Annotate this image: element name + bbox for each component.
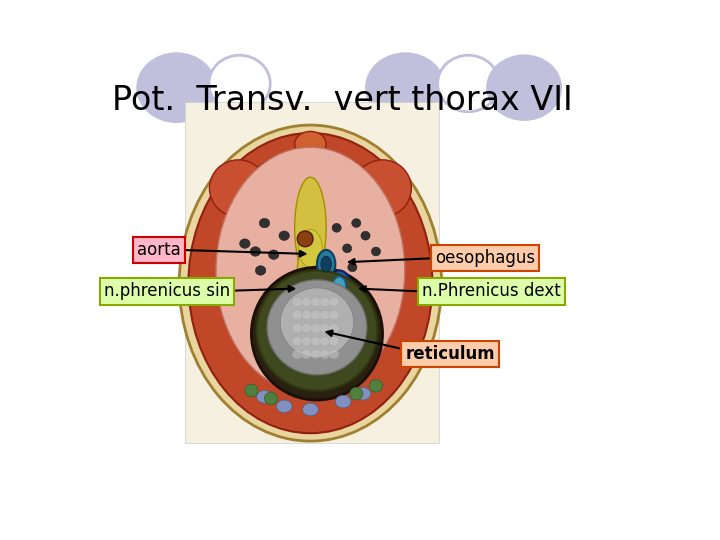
- Ellipse shape: [310, 323, 321, 333]
- Ellipse shape: [321, 256, 331, 272]
- Ellipse shape: [348, 263, 357, 272]
- Ellipse shape: [256, 266, 266, 275]
- Ellipse shape: [486, 55, 562, 121]
- Ellipse shape: [210, 160, 267, 217]
- Ellipse shape: [320, 336, 330, 346]
- Ellipse shape: [350, 387, 363, 400]
- Ellipse shape: [328, 271, 351, 302]
- Ellipse shape: [280, 288, 354, 357]
- Ellipse shape: [209, 55, 270, 112]
- Ellipse shape: [302, 403, 318, 416]
- Ellipse shape: [251, 152, 369, 209]
- Ellipse shape: [240, 239, 250, 248]
- Ellipse shape: [329, 310, 339, 320]
- Text: oesophagus: oesophagus: [435, 249, 535, 267]
- Ellipse shape: [276, 400, 292, 413]
- Ellipse shape: [361, 231, 370, 240]
- Ellipse shape: [250, 247, 261, 256]
- Ellipse shape: [351, 219, 361, 227]
- Text: Pot.  Transv.  vert thorax VII: Pot. Transv. vert thorax VII: [112, 84, 573, 117]
- Ellipse shape: [301, 336, 312, 346]
- Ellipse shape: [292, 349, 302, 359]
- Ellipse shape: [343, 244, 351, 253]
- Ellipse shape: [294, 177, 326, 278]
- Ellipse shape: [329, 298, 339, 307]
- Ellipse shape: [301, 310, 312, 320]
- Ellipse shape: [259, 218, 270, 228]
- Ellipse shape: [292, 336, 302, 346]
- Ellipse shape: [320, 310, 330, 320]
- Ellipse shape: [256, 390, 272, 403]
- Text: n.Phrenicus dext: n.Phrenicus dext: [422, 282, 561, 300]
- Ellipse shape: [264, 392, 278, 405]
- Ellipse shape: [267, 280, 366, 375]
- Ellipse shape: [336, 395, 351, 408]
- Ellipse shape: [179, 125, 441, 441]
- Ellipse shape: [333, 277, 346, 296]
- Ellipse shape: [355, 387, 371, 400]
- Ellipse shape: [317, 250, 336, 278]
- Ellipse shape: [269, 250, 279, 259]
- Ellipse shape: [320, 349, 330, 359]
- Ellipse shape: [369, 380, 382, 392]
- Ellipse shape: [320, 298, 330, 307]
- Ellipse shape: [310, 336, 321, 346]
- Ellipse shape: [365, 52, 446, 123]
- Ellipse shape: [310, 310, 321, 320]
- Ellipse shape: [292, 298, 302, 307]
- Ellipse shape: [438, 55, 499, 112]
- Ellipse shape: [136, 52, 217, 123]
- Ellipse shape: [245, 384, 258, 397]
- Ellipse shape: [320, 323, 330, 333]
- Ellipse shape: [256, 271, 377, 390]
- Ellipse shape: [301, 349, 312, 359]
- Ellipse shape: [354, 160, 411, 217]
- Ellipse shape: [329, 323, 339, 333]
- Ellipse shape: [189, 133, 433, 433]
- Ellipse shape: [301, 298, 312, 307]
- Ellipse shape: [329, 336, 339, 346]
- Ellipse shape: [297, 231, 313, 247]
- Ellipse shape: [299, 230, 323, 267]
- FancyBboxPatch shape: [185, 102, 438, 443]
- Ellipse shape: [310, 298, 321, 307]
- Ellipse shape: [329, 349, 339, 359]
- Text: n.phrenicus sin: n.phrenicus sin: [104, 282, 230, 300]
- Text: reticulum: reticulum: [405, 345, 495, 363]
- Ellipse shape: [292, 310, 302, 320]
- Ellipse shape: [216, 147, 405, 394]
- Text: aorta: aorta: [138, 241, 181, 259]
- Ellipse shape: [251, 267, 382, 400]
- Ellipse shape: [310, 349, 321, 359]
- Ellipse shape: [332, 224, 341, 232]
- Ellipse shape: [301, 323, 312, 333]
- Ellipse shape: [297, 242, 323, 299]
- Ellipse shape: [294, 131, 326, 157]
- Ellipse shape: [372, 247, 381, 256]
- Ellipse shape: [279, 231, 289, 240]
- Ellipse shape: [292, 323, 302, 333]
